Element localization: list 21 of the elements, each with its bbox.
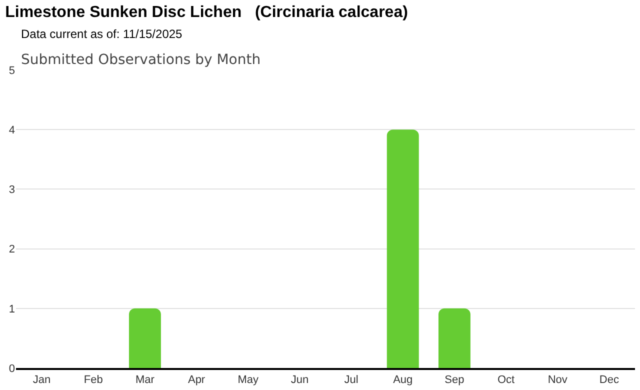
- x-tick-label: Sep: [444, 374, 464, 386]
- chart-subtitle: Data current as of: 11/15/2025: [21, 27, 183, 41]
- x-tick-label: Nov: [548, 374, 568, 386]
- text: Submitted Observations by Month: [21, 52, 261, 68]
- y-tick-label: 3: [8, 184, 15, 196]
- x-tick-label: Jan: [32, 374, 51, 386]
- x-tick-label: Apr: [188, 374, 206, 386]
- x-tick-label: May: [238, 374, 260, 386]
- x-tick-label: Jun: [290, 374, 309, 386]
- chart-title: Limestone Sunken Disc Lichen (Circinaria calcarea): [5, 4, 408, 22]
- x-tick-label: Aug: [393, 374, 413, 386]
- x-tick-label: Jul: [344, 374, 358, 386]
- x-tick-label: Dec: [599, 374, 620, 386]
- y-tick-label: 2: [8, 244, 15, 256]
- x-tick-label: Mar: [135, 374, 155, 386]
- y-tick-label: 1: [8, 303, 15, 316]
- y-tick-label: 4: [8, 124, 15, 136]
- y-tick-label: 0: [8, 362, 15, 375]
- y-tick-label: 5: [8, 64, 15, 77]
- x-tick-label: Oct: [497, 374, 515, 386]
- x-tick-label: Feb: [84, 374, 103, 386]
